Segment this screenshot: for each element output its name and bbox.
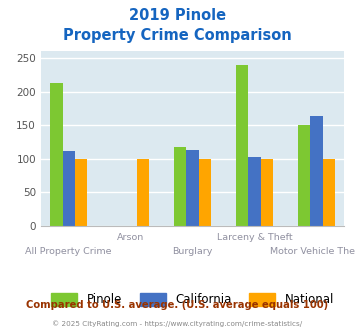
Text: © 2025 CityRating.com - https://www.cityrating.com/crime-statistics/: © 2025 CityRating.com - https://www.city… <box>53 320 302 327</box>
Bar <box>50 83 62 226</box>
Bar <box>248 157 261 226</box>
Bar <box>199 159 211 226</box>
Bar <box>174 147 186 226</box>
Text: All Property Crime: All Property Crime <box>26 247 112 256</box>
Bar <box>186 150 199 226</box>
Bar <box>236 65 248 226</box>
Legend: Pinole, California, National: Pinole, California, National <box>47 288 339 311</box>
Text: Larceny & Theft: Larceny & Theft <box>217 233 293 242</box>
Text: Motor Vehicle Theft: Motor Vehicle Theft <box>271 247 355 256</box>
Bar <box>137 159 149 226</box>
Text: Compared to U.S. average. (U.S. average equals 100): Compared to U.S. average. (U.S. average … <box>26 300 329 310</box>
Text: 2019 Pinole: 2019 Pinole <box>129 8 226 23</box>
Bar <box>298 125 310 226</box>
Bar <box>261 159 273 226</box>
Text: Arson: Arson <box>117 233 144 242</box>
Bar <box>62 151 75 226</box>
Text: Property Crime Comparison: Property Crime Comparison <box>63 28 292 43</box>
Bar <box>75 159 87 226</box>
Bar <box>310 116 323 226</box>
Text: Burglary: Burglary <box>173 247 213 256</box>
Bar <box>323 159 335 226</box>
